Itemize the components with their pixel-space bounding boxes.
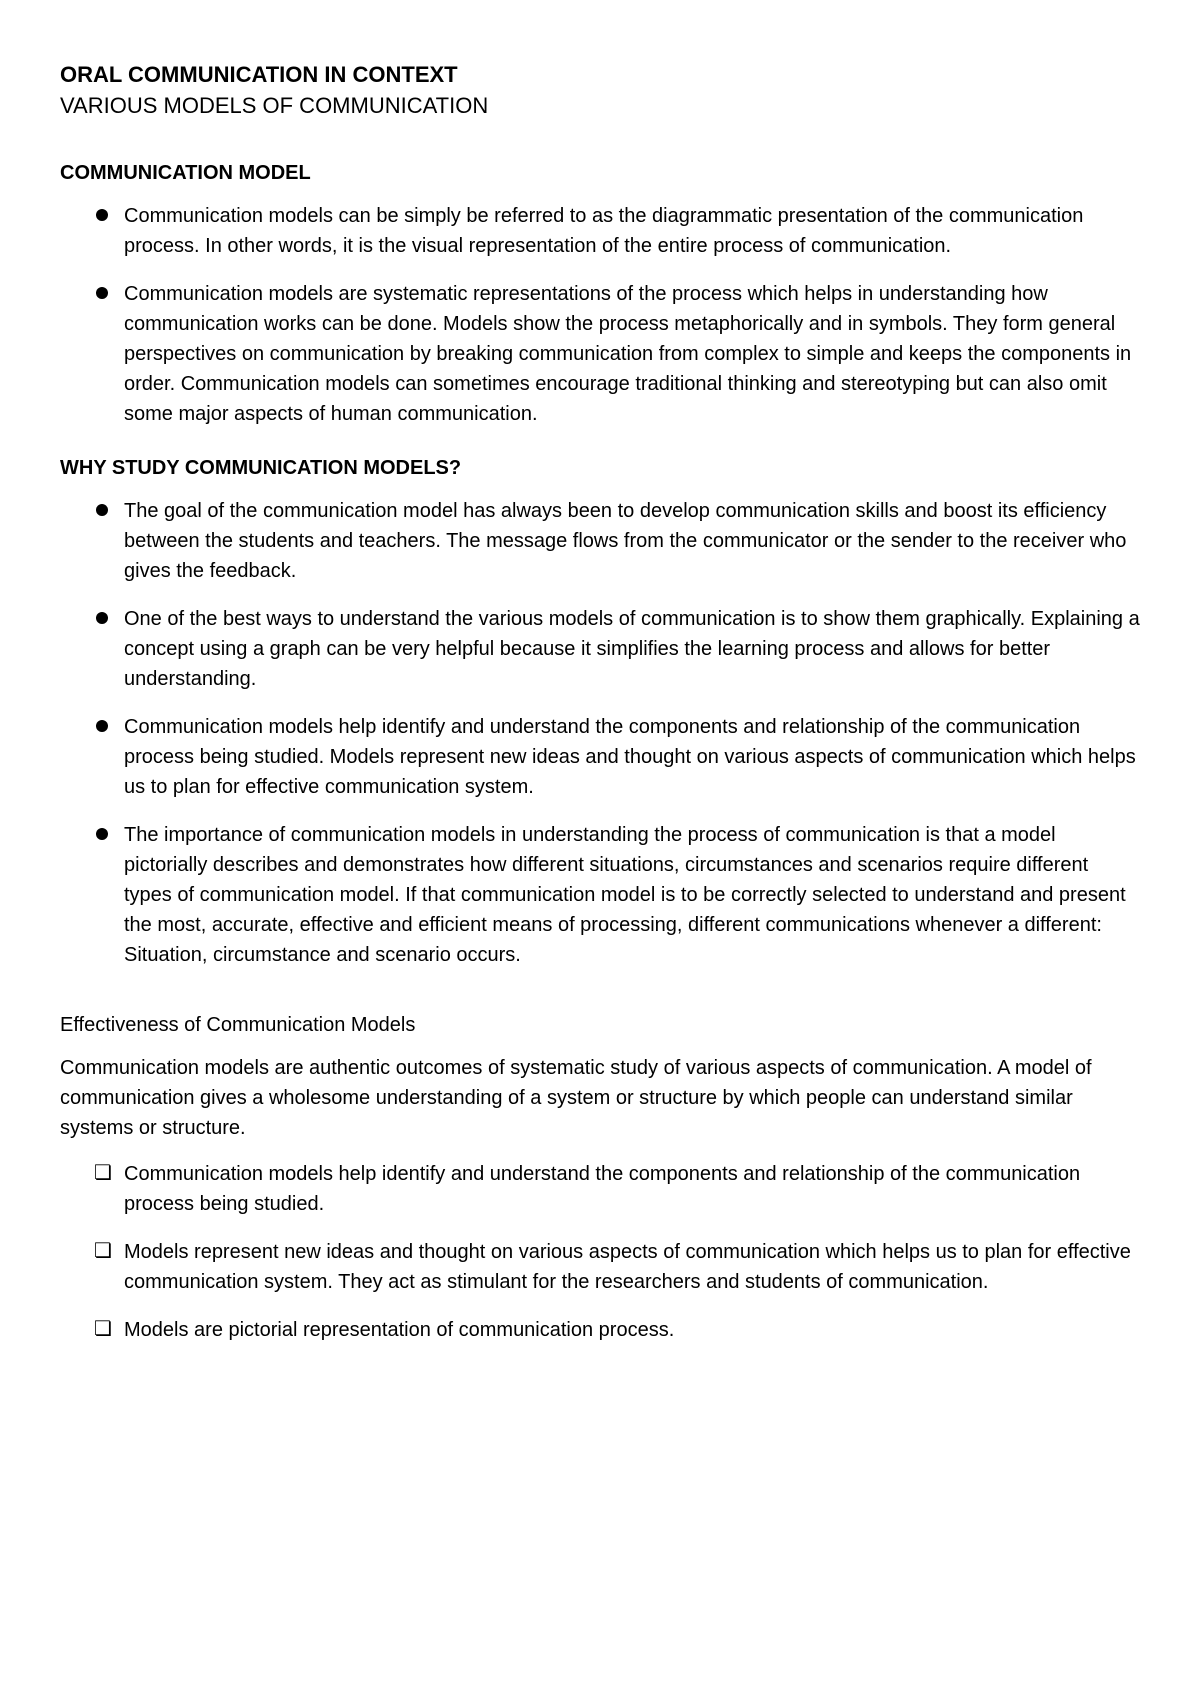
list-item: The importance of communication models i… xyxy=(96,820,1140,970)
list-item: Communication models help identify and u… xyxy=(96,712,1140,802)
section-heading-communication-model: COMMUNICATION MODEL xyxy=(60,162,1140,185)
effectiveness-intro: Communication models are authentic outco… xyxy=(60,1053,1140,1143)
bullet-list-communication-model: Communication models can be simply be re… xyxy=(60,201,1140,429)
list-item: Models are pictorial representation of c… xyxy=(96,1315,1140,1345)
checkbox-list-effectiveness: Communication models help identify and u… xyxy=(60,1159,1140,1345)
page-subtitle: VARIOUS MODELS OF COMMUNICATION xyxy=(60,91,1140,122)
list-item: Models represent new ideas and thought o… xyxy=(96,1237,1140,1297)
section-heading-why-study: WHY STUDY COMMUNICATION MODELS? xyxy=(60,457,1140,480)
list-item: The goal of the communication model has … xyxy=(96,496,1140,586)
bullet-list-why-study: The goal of the communication model has … xyxy=(60,496,1140,970)
list-item: Communication models help identify and u… xyxy=(96,1159,1140,1219)
effectiveness-heading: Effectiveness of Communication Models xyxy=(60,1014,1140,1037)
list-item: Communication models are systematic repr… xyxy=(96,279,1140,429)
list-item: One of the best ways to understand the v… xyxy=(96,604,1140,694)
page-title: ORAL COMMUNICATION IN CONTEXT xyxy=(60,60,1140,91)
list-item: Communication models can be simply be re… xyxy=(96,201,1140,261)
